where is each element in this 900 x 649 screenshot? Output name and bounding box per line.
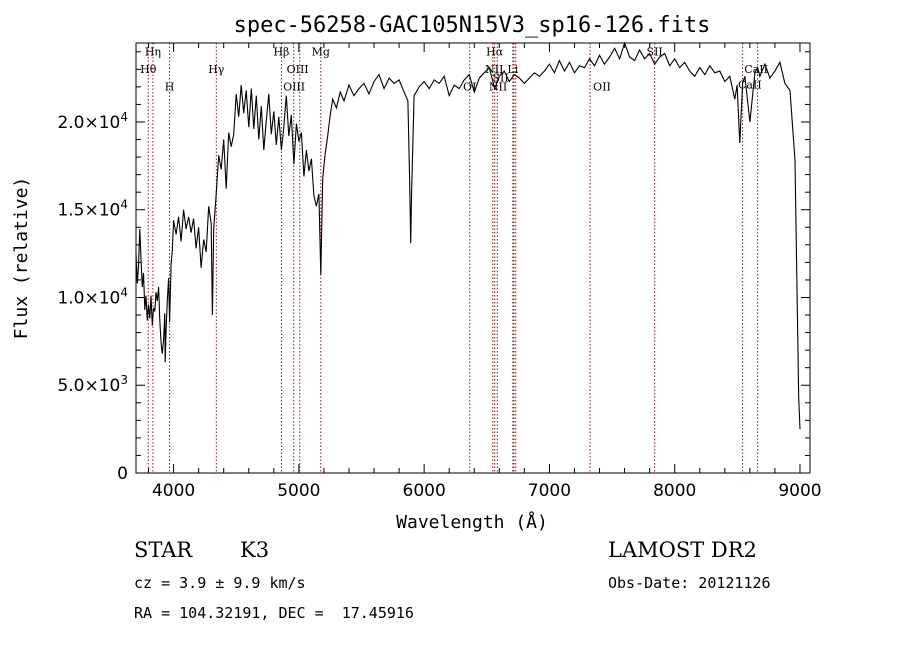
sky-coordinates: RA = 104.32191, DEC = 17.45916 (134, 604, 414, 622)
plot-frame (135, 42, 811, 474)
survey-name: LAMOST DR2 (608, 538, 757, 562)
observation-date: Obs-Date: 20121126 (608, 574, 771, 592)
line-label: OII (593, 80, 611, 93)
x-tick-label: 4000 (152, 481, 195, 501)
line-label: OIII (287, 63, 309, 76)
x-axis-ticks: 4000 5000 6000 7000 8000 9000 (148, 43, 822, 501)
x-tick-label: 8000 (653, 481, 696, 501)
x-tick-label: 5000 (277, 481, 320, 501)
line-label: Hη (145, 45, 161, 58)
line-label: NII (485, 63, 503, 76)
emission-line-markers (147, 43, 759, 473)
spectrum-line (135, 41, 801, 430)
line-label: Hα (486, 45, 504, 58)
redshift-cz: cz = 3.9 ± 9.9 km/s (134, 574, 306, 592)
y-tick-label: 1.5×104 (57, 198, 128, 221)
chart-title: spec-56258-GAC105N15V3_sp16-126.fits (234, 13, 711, 38)
x-tick-label: 6000 (403, 481, 446, 501)
y-axis-ticks: 0 5.0×103 1.0×104 1.5×104 2.0×104 (57, 51, 810, 484)
y-tick-label: 2.0×104 (57, 110, 128, 133)
y-tick-label: 1.0×104 (57, 285, 128, 308)
line-label: Li (507, 63, 518, 76)
line-label: Hθ (140, 63, 157, 76)
line-label: Hγ (208, 63, 225, 76)
y-tick-label: 5.0×103 (57, 373, 128, 396)
x-tick-label: 9000 (778, 481, 821, 501)
line-label: SII (492, 72, 508, 85)
x-axis-label: Wavelength (Å) (396, 511, 548, 533)
line-label: Hβ (273, 45, 289, 58)
line-label: Mg (312, 45, 330, 58)
line-label: H (165, 80, 175, 93)
y-tick-label: 0 (117, 464, 128, 484)
x-tick-label: 7000 (528, 481, 571, 501)
y-axis-label: Flux (relative) (11, 177, 32, 340)
line-label: OI (463, 80, 476, 93)
spectral-subclass: K3 (240, 538, 270, 562)
line-label: NII (489, 80, 507, 93)
object-class: STAR (134, 538, 193, 562)
line-label: CaII (738, 79, 762, 92)
line-label: OIII (283, 80, 305, 93)
